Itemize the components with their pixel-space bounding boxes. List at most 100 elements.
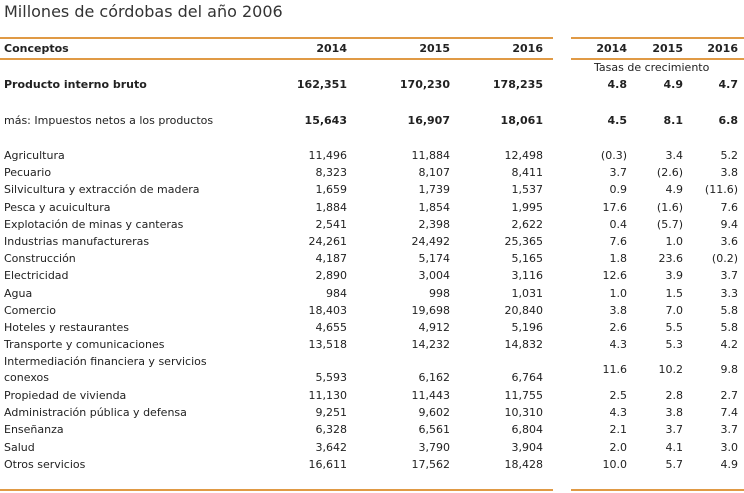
concept: Industrias manufactureras xyxy=(4,235,150,248)
concept: Administración pública y defensa xyxy=(4,406,187,420)
concept: Producto interno bruto xyxy=(4,78,147,91)
value: 4,655 xyxy=(315,321,348,334)
value: 3,904 xyxy=(511,440,544,454)
concept: Propiedad de vivienda xyxy=(4,388,127,402)
value: 19,698 xyxy=(411,303,451,317)
value: 13,518 xyxy=(308,338,348,352)
value: 11,130 xyxy=(308,388,348,402)
rate: 5.8 xyxy=(720,303,739,317)
rate: 5.7 xyxy=(665,457,684,471)
rate: (2.6) xyxy=(656,166,683,180)
value: 12,498 xyxy=(504,149,544,162)
value: 6,328 xyxy=(315,423,348,437)
value: 170,230 xyxy=(399,78,450,91)
rate: 3.7 xyxy=(609,166,628,180)
rate: 6.8 xyxy=(718,114,739,127)
rate: (0.3) xyxy=(600,149,627,162)
rate: 3.7 xyxy=(665,423,684,437)
rate: 3.8 xyxy=(609,303,628,317)
rate: 10.0 xyxy=(602,457,628,471)
rate: 9.4 xyxy=(720,217,739,231)
concept: Silvicultura y extracción de madera xyxy=(4,183,200,197)
rate: 1.8 xyxy=(609,252,628,266)
rate-caption: Tasas de crecimiento xyxy=(594,61,710,74)
value: 8,323 xyxy=(315,166,348,180)
value: 10,310 xyxy=(504,406,544,420)
concept: Pesca y acuicultura xyxy=(4,200,111,214)
concept: más: Impuestos netos a los productos xyxy=(4,114,214,127)
rule xyxy=(0,37,553,39)
rule xyxy=(0,58,553,60)
value: 178,235 xyxy=(492,78,543,91)
value: 11,496 xyxy=(308,149,348,162)
rate: 3.4 xyxy=(665,149,684,162)
value: 5,165 xyxy=(511,252,544,266)
value: 3,116 xyxy=(511,269,544,283)
header-rate-year: 2015 xyxy=(652,42,683,55)
rate: 2.0 xyxy=(609,440,628,454)
value: 1,031 xyxy=(511,286,544,300)
value: 18,061 xyxy=(500,114,543,127)
rate: 5.5 xyxy=(665,321,684,334)
rate: 5.8 xyxy=(720,321,739,334)
rate: 2.8 xyxy=(665,388,684,402)
concept: Enseñanza xyxy=(4,423,64,437)
concept: Agua xyxy=(4,286,33,300)
value: 6,561 xyxy=(418,423,451,437)
concept: Intermediación financiera y servicios co… xyxy=(4,355,207,385)
rate: 8.1 xyxy=(663,114,684,127)
rate: 17.6 xyxy=(602,200,628,214)
rate: 10.2 xyxy=(658,363,684,377)
value: 20,840 xyxy=(504,303,544,317)
value: 18,428 xyxy=(504,457,544,471)
rate: 3.9 xyxy=(665,269,684,283)
header-concept: Conceptos xyxy=(4,42,69,55)
concept: Explotación de minas y canteras xyxy=(4,217,184,231)
value: 2,890 xyxy=(315,269,348,283)
header-year: 2015 xyxy=(419,42,450,55)
value: 2,622 xyxy=(511,217,544,231)
value: 2,398 xyxy=(418,217,451,231)
rate: 2.7 xyxy=(720,388,739,402)
value: 11,755 xyxy=(504,388,544,402)
value: 5,174 xyxy=(418,252,451,266)
rate: 2.1 xyxy=(609,423,628,437)
concept: Hoteles y restaurantes xyxy=(4,321,129,334)
rate: 12.6 xyxy=(602,269,628,283)
rule xyxy=(571,37,744,39)
rate: (5.7) xyxy=(656,217,683,231)
header-rate-year: 2014 xyxy=(596,42,627,55)
value: 24,492 xyxy=(411,235,451,248)
value: 5,196 xyxy=(511,321,544,334)
rate: 7.6 xyxy=(720,200,739,214)
value: 14,832 xyxy=(504,338,544,352)
concept: Salud xyxy=(4,440,35,454)
rate: 2.5 xyxy=(609,388,628,402)
value: 9,251 xyxy=(315,406,348,420)
rate: 11.6 xyxy=(602,363,628,377)
rate: (1.6) xyxy=(656,200,683,214)
value: 998 xyxy=(429,286,450,300)
value: 1,995 xyxy=(511,200,544,214)
rate: 1.0 xyxy=(609,286,628,300)
value: 9,602 xyxy=(418,406,451,420)
rate: 1.0 xyxy=(665,235,684,248)
rule xyxy=(0,489,553,491)
rate: 3.7 xyxy=(720,269,739,283)
value: 6,764 xyxy=(511,371,544,385)
rate: 4.3 xyxy=(609,338,628,352)
value: 25,365 xyxy=(504,235,544,248)
value: 1,537 xyxy=(511,183,544,197)
rate: 7.6 xyxy=(609,235,628,248)
header-year: 2016 xyxy=(512,42,543,55)
value: 984 xyxy=(326,286,347,300)
rate: 5.2 xyxy=(720,149,739,162)
concept: Agricultura xyxy=(4,149,65,162)
rate: 7.0 xyxy=(665,303,684,317)
rate: 4.1 xyxy=(665,440,684,454)
value: 8,411 xyxy=(511,166,544,180)
value: 15,643 xyxy=(304,114,347,127)
concept: Construcción xyxy=(4,252,76,266)
rate: 3.7 xyxy=(720,423,739,437)
rate: 4.2 xyxy=(720,338,739,352)
